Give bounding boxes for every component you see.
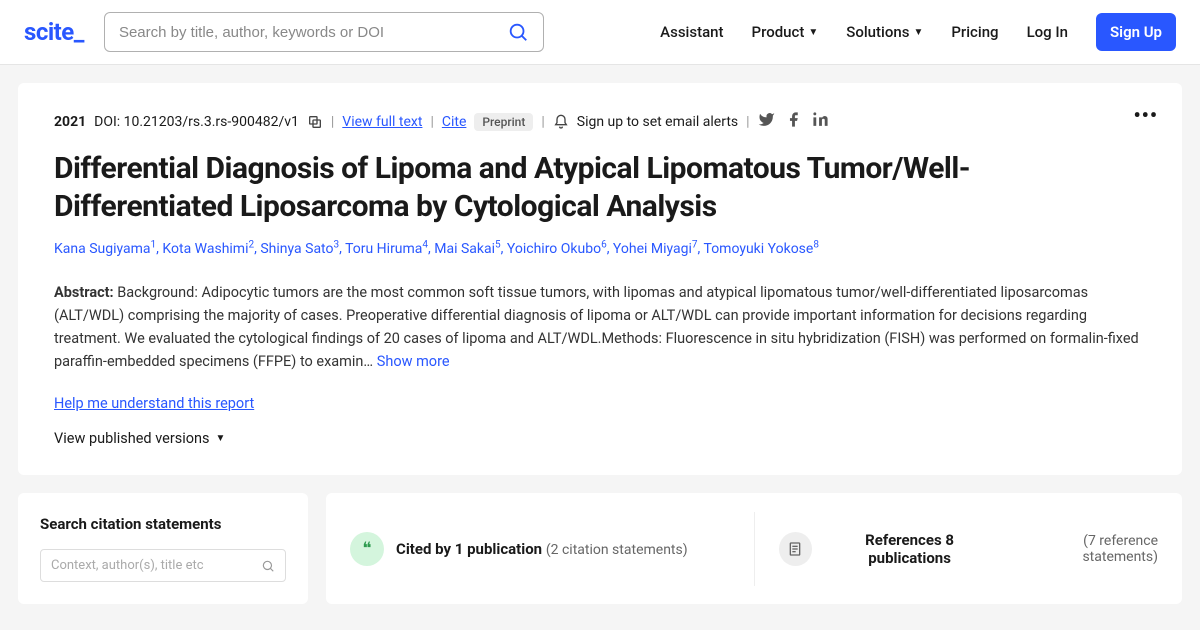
alerts-text[interactable]: Sign up to set email alerts	[577, 114, 738, 130]
linkedin-icon[interactable]	[812, 111, 829, 132]
meta-row: 2021 DOI: 10.21203/rs.3.rs-900482/v1 | V…	[54, 111, 1146, 132]
main-nav: Assistant Product▼ Solutions▼ Pricing Lo…	[660, 13, 1176, 51]
author[interactable]: Shinya Sato3	[260, 241, 339, 257]
paper-title: Differential Diagnosis of Lipoma and Aty…	[54, 150, 1146, 225]
paper-year: 2021	[54, 114, 86, 130]
bell-icon[interactable]	[553, 114, 569, 130]
authors-list: Kana Sugiyama1, Kota Washimi2, Shinya Sa…	[54, 239, 1146, 257]
nav-assistant[interactable]: Assistant	[660, 23, 723, 41]
signup-button[interactable]: Sign Up	[1096, 13, 1176, 51]
more-icon[interactable]: •••	[1133, 103, 1158, 127]
nav-pricing[interactable]: Pricing	[951, 23, 998, 41]
search-box[interactable]	[104, 12, 544, 52]
citation-search-placeholder: Context, author(s), title etc	[51, 558, 204, 573]
author[interactable]: Kana Sugiyama1	[54, 241, 156, 257]
twitter-icon[interactable]	[758, 111, 775, 132]
search-icon	[261, 559, 275, 573]
abstract-label: Abstract:	[54, 284, 114, 301]
preprint-badge: Preprint	[474, 113, 533, 131]
nav-login[interactable]: Log In	[1027, 23, 1068, 41]
show-more-button[interactable]: Show more	[377, 353, 450, 370]
search-icon[interactable]	[507, 21, 529, 43]
help-understand-link[interactable]: Help me understand this report	[54, 395, 254, 412]
document-icon	[779, 532, 812, 566]
citation-search-heading: Search citation statements	[40, 515, 286, 533]
author[interactable]: Kota Washimi2	[162, 241, 254, 257]
paper-card: ••• 2021 DOI: 10.21203/rs.3.rs-900482/v1…	[18, 83, 1182, 475]
cited-by-label: Cited by 1 publication	[396, 540, 542, 558]
social-icons	[758, 111, 829, 132]
top-header: scite_ Assistant Product▼ Solutions▼ Pri…	[0, 0, 1200, 65]
references-sub: (7 reference statements)	[1007, 533, 1158, 565]
tab-cited-by[interactable]: ❝ Cited by 1 publication (2 citation sta…	[326, 512, 755, 586]
paper-doi: DOI: 10.21203/rs.3.rs-900482/v1	[94, 114, 299, 130]
cite-link[interactable]: Cite	[442, 114, 467, 130]
view-versions-label: View published versions	[54, 430, 210, 447]
logo[interactable]: scite_	[24, 18, 84, 46]
chevron-down-icon: ▼	[808, 27, 818, 38]
author[interactable]: Yoichiro Okubo6	[507, 241, 607, 257]
references-label: References 8 publications	[865, 531, 954, 567]
nav-solutions[interactable]: Solutions ▼	[846, 23, 923, 41]
view-full-text-link[interactable]: View full text	[342, 114, 422, 130]
chevron-down-icon: ▼	[216, 433, 226, 444]
citation-search-input[interactable]: Context, author(s), title etc	[40, 549, 286, 582]
view-versions-button[interactable]: View published versions ▼	[54, 430, 1146, 447]
chevron-down-icon: ▼	[913, 27, 923, 38]
citation-search-card: Search citation statements Context, auth…	[18, 493, 308, 604]
quote-icon: ❝	[350, 532, 384, 566]
cited-by-sub: (2 citation statements)	[546, 542, 688, 558]
tab-references[interactable]: References 8 publications (7 reference s…	[755, 511, 1183, 587]
abstract: Abstract: Background: Adipocytic tumors …	[54, 281, 1146, 374]
author[interactable]: Yohei Miyagi7	[613, 241, 698, 257]
nav-product-label: Product	[752, 23, 805, 41]
author[interactable]: Mai Sakai5	[434, 241, 500, 257]
author[interactable]: Tomoyuki Yokose8	[704, 241, 819, 257]
abstract-text: Background: Adipocytic tumors are the mo…	[54, 284, 1139, 371]
copy-icon[interactable]	[307, 114, 323, 130]
author[interactable]: Toru Hiruma4	[345, 241, 428, 257]
facebook-icon[interactable]	[785, 111, 802, 132]
search-input[interactable]	[119, 24, 507, 41]
citation-tabs: ❝ Cited by 1 publication (2 citation sta…	[326, 493, 1182, 604]
nav-product[interactable]: Product▼	[752, 23, 819, 41]
nav-solutions-label: Solutions	[846, 23, 909, 41]
